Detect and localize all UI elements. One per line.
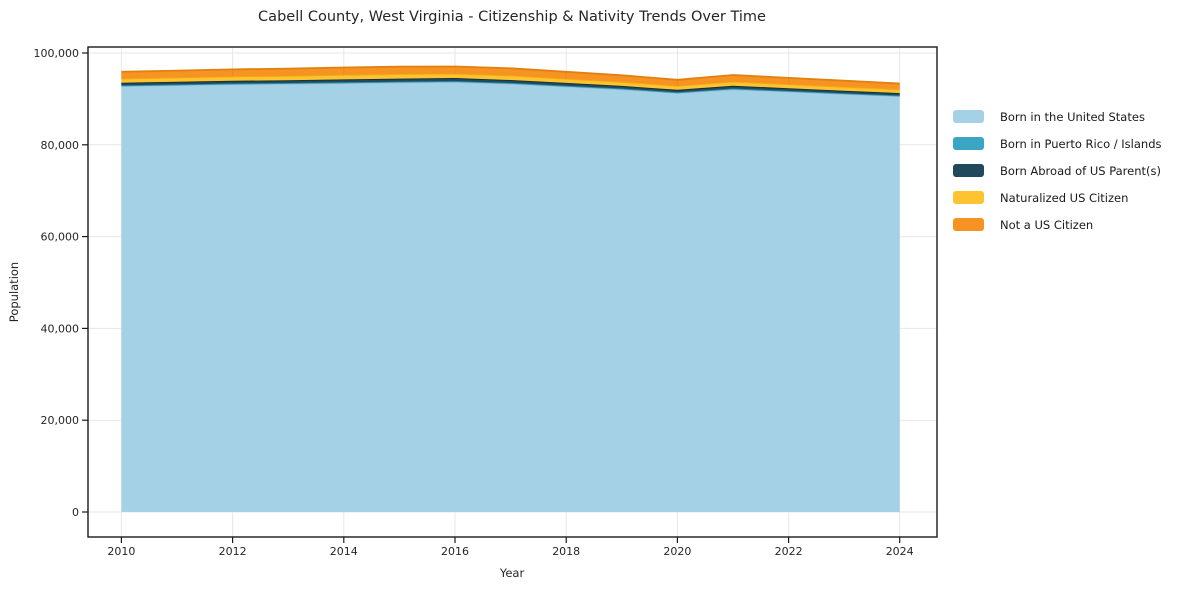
legend-item-born-us: Born in the United States — [953, 103, 1162, 130]
x-tick-label: 2016 — [441, 545, 469, 558]
legend-swatch-born-abroad — [953, 164, 984, 177]
x-tick-label: 2024 — [886, 545, 914, 558]
legend-label: Born in Puerto Rico / Islands — [1000, 136, 1162, 151]
legend-swatch-born-pr-islands — [953, 137, 984, 150]
x-tick-label: 2012 — [219, 545, 247, 558]
area-born-abroad — [121, 78, 900, 96]
y-tick-label: 40,000 — [41, 322, 80, 335]
legend-item-not-citizen: Not a US Citizen — [953, 211, 1162, 238]
x-tick-label: 2022 — [775, 545, 803, 558]
legend-item-born-pr-islands: Born in Puerto Rico / Islands — [953, 130, 1162, 157]
y-tick-label: 60,000 — [41, 231, 80, 244]
x-tick-label: 2020 — [663, 545, 691, 558]
area-born-us — [121, 81, 900, 513]
legend-item-naturalized: Naturalized US Citizen — [953, 184, 1162, 211]
plot-border — [87, 46, 938, 538]
area-edge-not-citizen — [121, 65, 900, 85]
x-tick-label: 2018 — [552, 545, 580, 558]
legend-label: Naturalized US Citizen — [1000, 190, 1129, 205]
x-axis-label: Year — [499, 566, 525, 580]
y-tick-label: 20,000 — [41, 414, 80, 427]
area-naturalized — [121, 73, 900, 94]
legend-label: Not a US Citizen — [1000, 217, 1094, 232]
legend-item-born-abroad: Born Abroad of US Parent(s) — [953, 157, 1162, 184]
legend-label: Born Abroad of US Parent(s) — [1000, 163, 1161, 178]
y-tick-label: 0 — [72, 506, 79, 519]
legend-swatch-naturalized — [953, 191, 984, 204]
chart-title: Cabell County, West Virginia - Citizensh… — [258, 9, 766, 25]
x-tick-label: 2010 — [107, 545, 135, 558]
legend-swatch-not-citizen — [953, 218, 984, 231]
area-not-citizen — [121, 66, 900, 90]
legend: Born in the United States Born in Puerto … — [953, 103, 1162, 238]
y-tick-label: 80,000 — [41, 139, 80, 152]
y-tick-label: 100,000 — [34, 47, 80, 60]
legend-swatch-born-us — [953, 110, 984, 123]
x-tick-label: 2014 — [330, 545, 358, 558]
legend-label: Born in the United States — [1000, 109, 1145, 124]
